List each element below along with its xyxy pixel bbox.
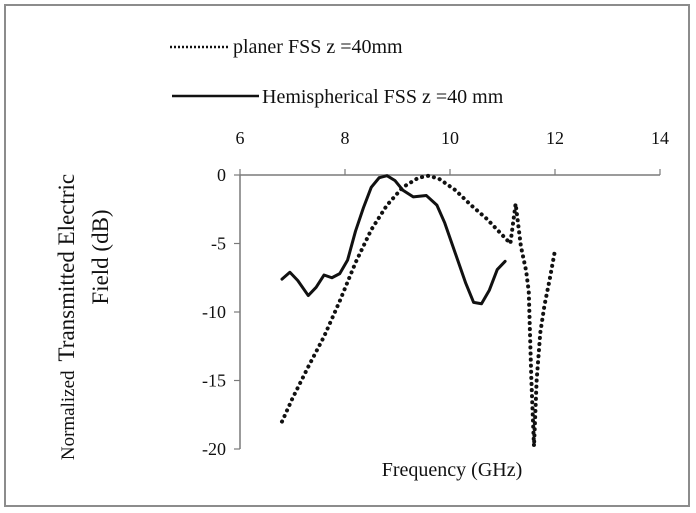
- x-axis-title: Frequency (GHz): [382, 459, 523, 481]
- y-tick-label-2: -10: [202, 302, 226, 322]
- x-tick-label-3: 12: [546, 128, 564, 148]
- svg-text:Normalized Transmitted E: Normalized Transmitted Electric: [54, 174, 79, 460]
- y-axis-title-line-1: Normalized Transmitted Electric: [54, 174, 79, 460]
- hemispherical-fss-series-line: [280, 174, 507, 306]
- x-ticks: 6 8 10 12 14: [236, 128, 669, 175]
- y-axis-title-line-2: Field (dB): [88, 209, 113, 304]
- y-tick-label-1: -5: [211, 234, 226, 254]
- legend: planer FSS z =40mm Hemispherical FSS z =…: [170, 36, 504, 108]
- y-ticks: 0 -5 -10 -15 -20: [202, 165, 240, 459]
- planer-fss-series-line: [280, 173, 557, 449]
- y-tick-label-3: -15: [202, 371, 226, 391]
- series-layer: [280, 173, 557, 449]
- axes: [239, 174, 660, 449]
- y-axis-title-line2: Field (dB): [88, 209, 113, 304]
- x-tick-label-1: 8: [341, 128, 350, 148]
- x-tick-label-0: 6: [236, 128, 245, 148]
- y-tick-label-4: -20: [202, 439, 226, 459]
- x-tick-label-2: 10: [441, 128, 459, 148]
- y-axis-title-prefix: Normalized: [58, 370, 79, 460]
- legend-label-hemispherical-fss: Hemispherical FSS z =40 mm: [262, 86, 504, 108]
- y-axis-title-main: Transmitted Electric: [54, 174, 79, 362]
- legend-label-planer-fss: planer FSS z =40mm: [233, 36, 403, 58]
- x-tick-label-4: 14: [651, 128, 669, 148]
- y-tick-label-0: 0: [217, 165, 226, 185]
- chart-frame: [4, 4, 690, 507]
